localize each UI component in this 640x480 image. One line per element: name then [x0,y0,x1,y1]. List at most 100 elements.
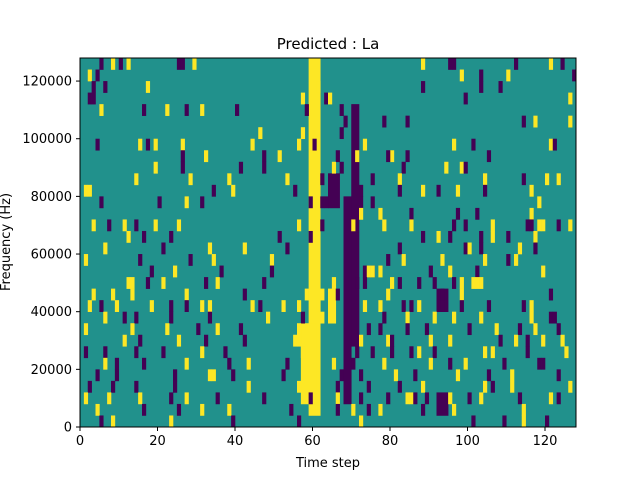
heatmap-cell [463,242,468,255]
x-tick-label: 40 [227,434,244,449]
heatmap-cell [320,173,325,186]
heatmap-cell [215,323,220,336]
x-tick-label: 20 [149,434,166,449]
heatmap-cell [219,265,224,278]
heatmap-cell [211,369,216,382]
heatmap-cell [111,288,116,301]
heatmap-cell [366,403,371,416]
heatmap-cell [479,81,484,93]
heatmap-cell [331,161,337,174]
heatmap-cell [560,58,565,70]
heatmap-cell [545,173,550,186]
heatmap-cell [393,369,399,382]
heatmap-cell [397,173,402,186]
heatmap-cell [548,58,554,70]
x-axis-label: Time step [295,456,360,471]
heatmap-cell [529,207,534,220]
heatmap-cell [475,207,480,220]
heatmap-cell [145,81,151,93]
heatmap-cell [448,334,453,347]
heatmap-cell [459,300,464,312]
heatmap-cell [479,242,484,255]
heatmap-cell [521,403,526,416]
heatmap-cell [138,138,143,151]
heatmap-cell [126,230,131,243]
heatmap-cell [122,219,127,232]
heatmap-cell [486,369,492,382]
heatmap-cell [409,300,414,312]
heatmap-cell [184,196,189,209]
heatmap-cell [176,403,182,416]
heatmap-cell [359,207,364,220]
heatmap-cell [471,277,476,289]
heatmap-cell [463,219,468,232]
heatmap-cell [541,334,546,347]
heatmap-cell [386,288,391,301]
heatmap-background [80,58,576,427]
heatmap-cell [335,288,340,301]
heatmap-cell [510,380,515,393]
heatmap-cell [207,369,213,382]
heatmap-cell [231,369,236,382]
heatmap-cell [142,230,147,243]
y-axis: 0 20000 40000 60000 80000 100000 120000 [22,75,80,436]
heatmap-cell [452,138,457,151]
heatmap-cell [355,150,360,163]
heatmap-cell [506,69,511,82]
heatmap-cell [424,392,430,405]
heatmap-cell [250,138,255,151]
heatmap-cell [552,311,557,324]
heatmap-cell [111,415,116,428]
heatmap-cells [83,58,577,428]
heatmap-cell [467,392,472,405]
heatmap-cell [184,300,189,312]
heatmap-cell [184,288,189,301]
heatmap-cell [405,150,410,163]
heatmap-cell [246,380,251,393]
heatmap-cell [227,173,232,186]
heatmap-cell [207,311,213,324]
heatmap-cell [475,277,480,289]
heatmap-cell [440,254,445,266]
heatmap-cell [417,346,422,359]
heatmap-cell [138,334,143,347]
heatmap-cell [463,92,468,105]
heatmap-cell [541,219,546,232]
heatmap-cell [452,219,457,232]
heatmap-cell [351,219,356,232]
heatmap-cell [176,219,182,232]
heatmap-cell [335,150,340,163]
heatmap-cell [83,392,89,405]
heatmap-cell [173,265,178,278]
chart-title: Predicted : La [277,35,380,53]
heatmap-cell [157,196,162,209]
heatmap-cell [118,58,123,70]
heatmap-cell [99,300,104,312]
heatmap-cell [180,58,185,70]
heatmap-cell [421,380,426,393]
heatmap-cell [463,161,468,174]
heatmap-cell [95,369,100,382]
heatmap-cell [409,346,414,359]
heatmap-cell [397,184,402,197]
heatmap-cell [83,184,89,197]
heatmap-cell [262,277,267,289]
heatmap-cell [409,207,414,220]
heatmap-cell [87,300,92,312]
heatmap-cell [490,346,495,359]
heatmap-cell [138,392,143,405]
heatmap-cell [335,380,340,393]
heatmap-cell [269,254,275,266]
heatmap-cell [390,150,395,163]
heatmap-cell [552,138,557,151]
heatmap-cell [413,369,418,382]
heatmap-cell [366,380,371,393]
heatmap-cell [517,392,523,405]
heatmap-cell [316,81,321,93]
heatmap-cell [479,277,484,289]
heatmap-cell [421,184,426,197]
heatmap-cell [250,300,255,312]
x-tick-label: 80 [382,434,399,449]
heatmap-cell [192,58,197,70]
heatmap-cell [405,115,410,128]
